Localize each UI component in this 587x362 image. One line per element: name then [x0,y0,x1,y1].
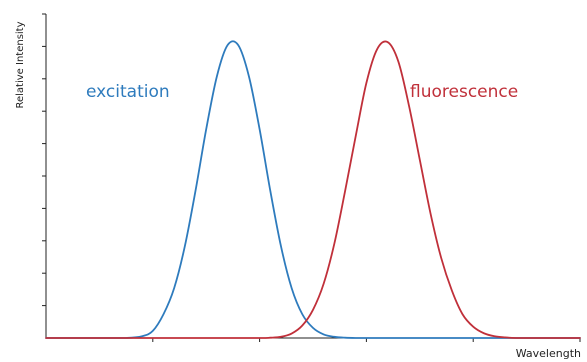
series-layer [45,40,581,339]
fluorescence-label: fluorescence [410,82,518,102]
excitation-curve [45,40,581,339]
excitation-label: excitation [86,82,170,102]
y-ticks [42,13,46,307]
x-axis-label: Wavelength [516,347,581,360]
fluorescence-curve [45,40,581,339]
y-axis-label: Relative Intensity [15,21,26,108]
y-axis [42,13,47,338]
